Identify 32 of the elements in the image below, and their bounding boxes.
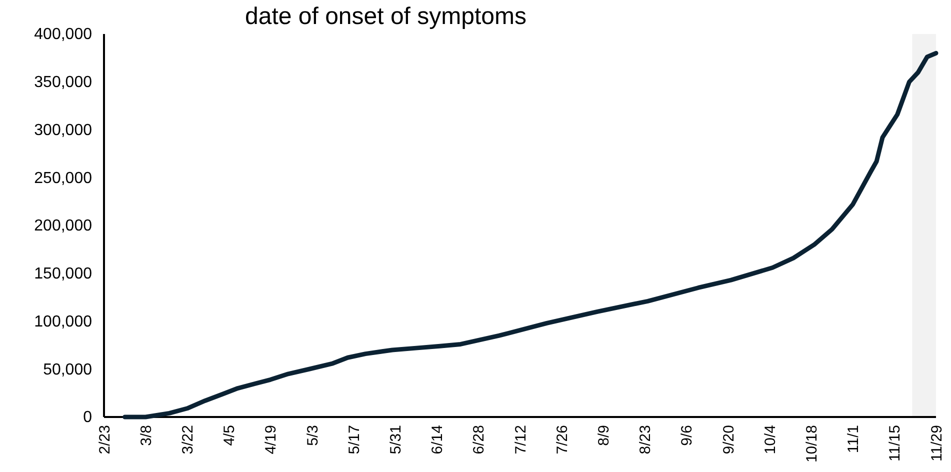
x-tick-label: 6/14 xyxy=(429,425,446,454)
line-series xyxy=(122,50,938,420)
chart-title: date of onset of symptoms xyxy=(245,3,526,30)
y-tick-label: 50,000 xyxy=(43,361,92,378)
x-tick-label: 4/19 xyxy=(262,425,280,454)
y-tick-label: 150,000 xyxy=(34,265,92,282)
x-tick-label: 10/4 xyxy=(762,425,779,454)
x-tick-label: 7/12 xyxy=(512,425,530,454)
y-tick-label: 200,000 xyxy=(34,218,92,235)
x-tick-label: 8/23 xyxy=(637,425,654,454)
y-tick-label: 100,000 xyxy=(34,313,92,330)
x-tick-label: 8/9 xyxy=(595,425,612,446)
x-tick-label: 5/17 xyxy=(346,425,363,454)
x-tick-label: 2/23 xyxy=(96,425,114,454)
x-tick-label: 11/29 xyxy=(928,425,946,462)
x-tick-label: 3/8 xyxy=(138,425,155,446)
x-tick-label: 3/22 xyxy=(179,425,196,454)
x-tick-label: 7/26 xyxy=(554,425,571,454)
x-tick-label: 11/1 xyxy=(845,425,862,454)
x-tick-label: 9/6 xyxy=(678,425,696,446)
y-tick-label: 400,000 xyxy=(34,26,92,44)
y-tick-label: 0 xyxy=(83,409,92,426)
x-tick-label: 5/31 xyxy=(387,425,404,454)
x-tick-label: 11/15 xyxy=(886,425,904,462)
y-tick-label: 300,000 xyxy=(34,122,92,139)
x-tick-label: 5/3 xyxy=(304,425,322,446)
y-tick-label: 350,000 xyxy=(34,74,92,91)
y-tick-label: 250,000 xyxy=(34,170,92,187)
x-tick-label: 6/28 xyxy=(470,425,488,454)
x-tick-label: 9/20 xyxy=(720,425,738,454)
x-tick-label: 4/5 xyxy=(221,425,238,446)
x-tick-label: 10/18 xyxy=(803,425,820,463)
